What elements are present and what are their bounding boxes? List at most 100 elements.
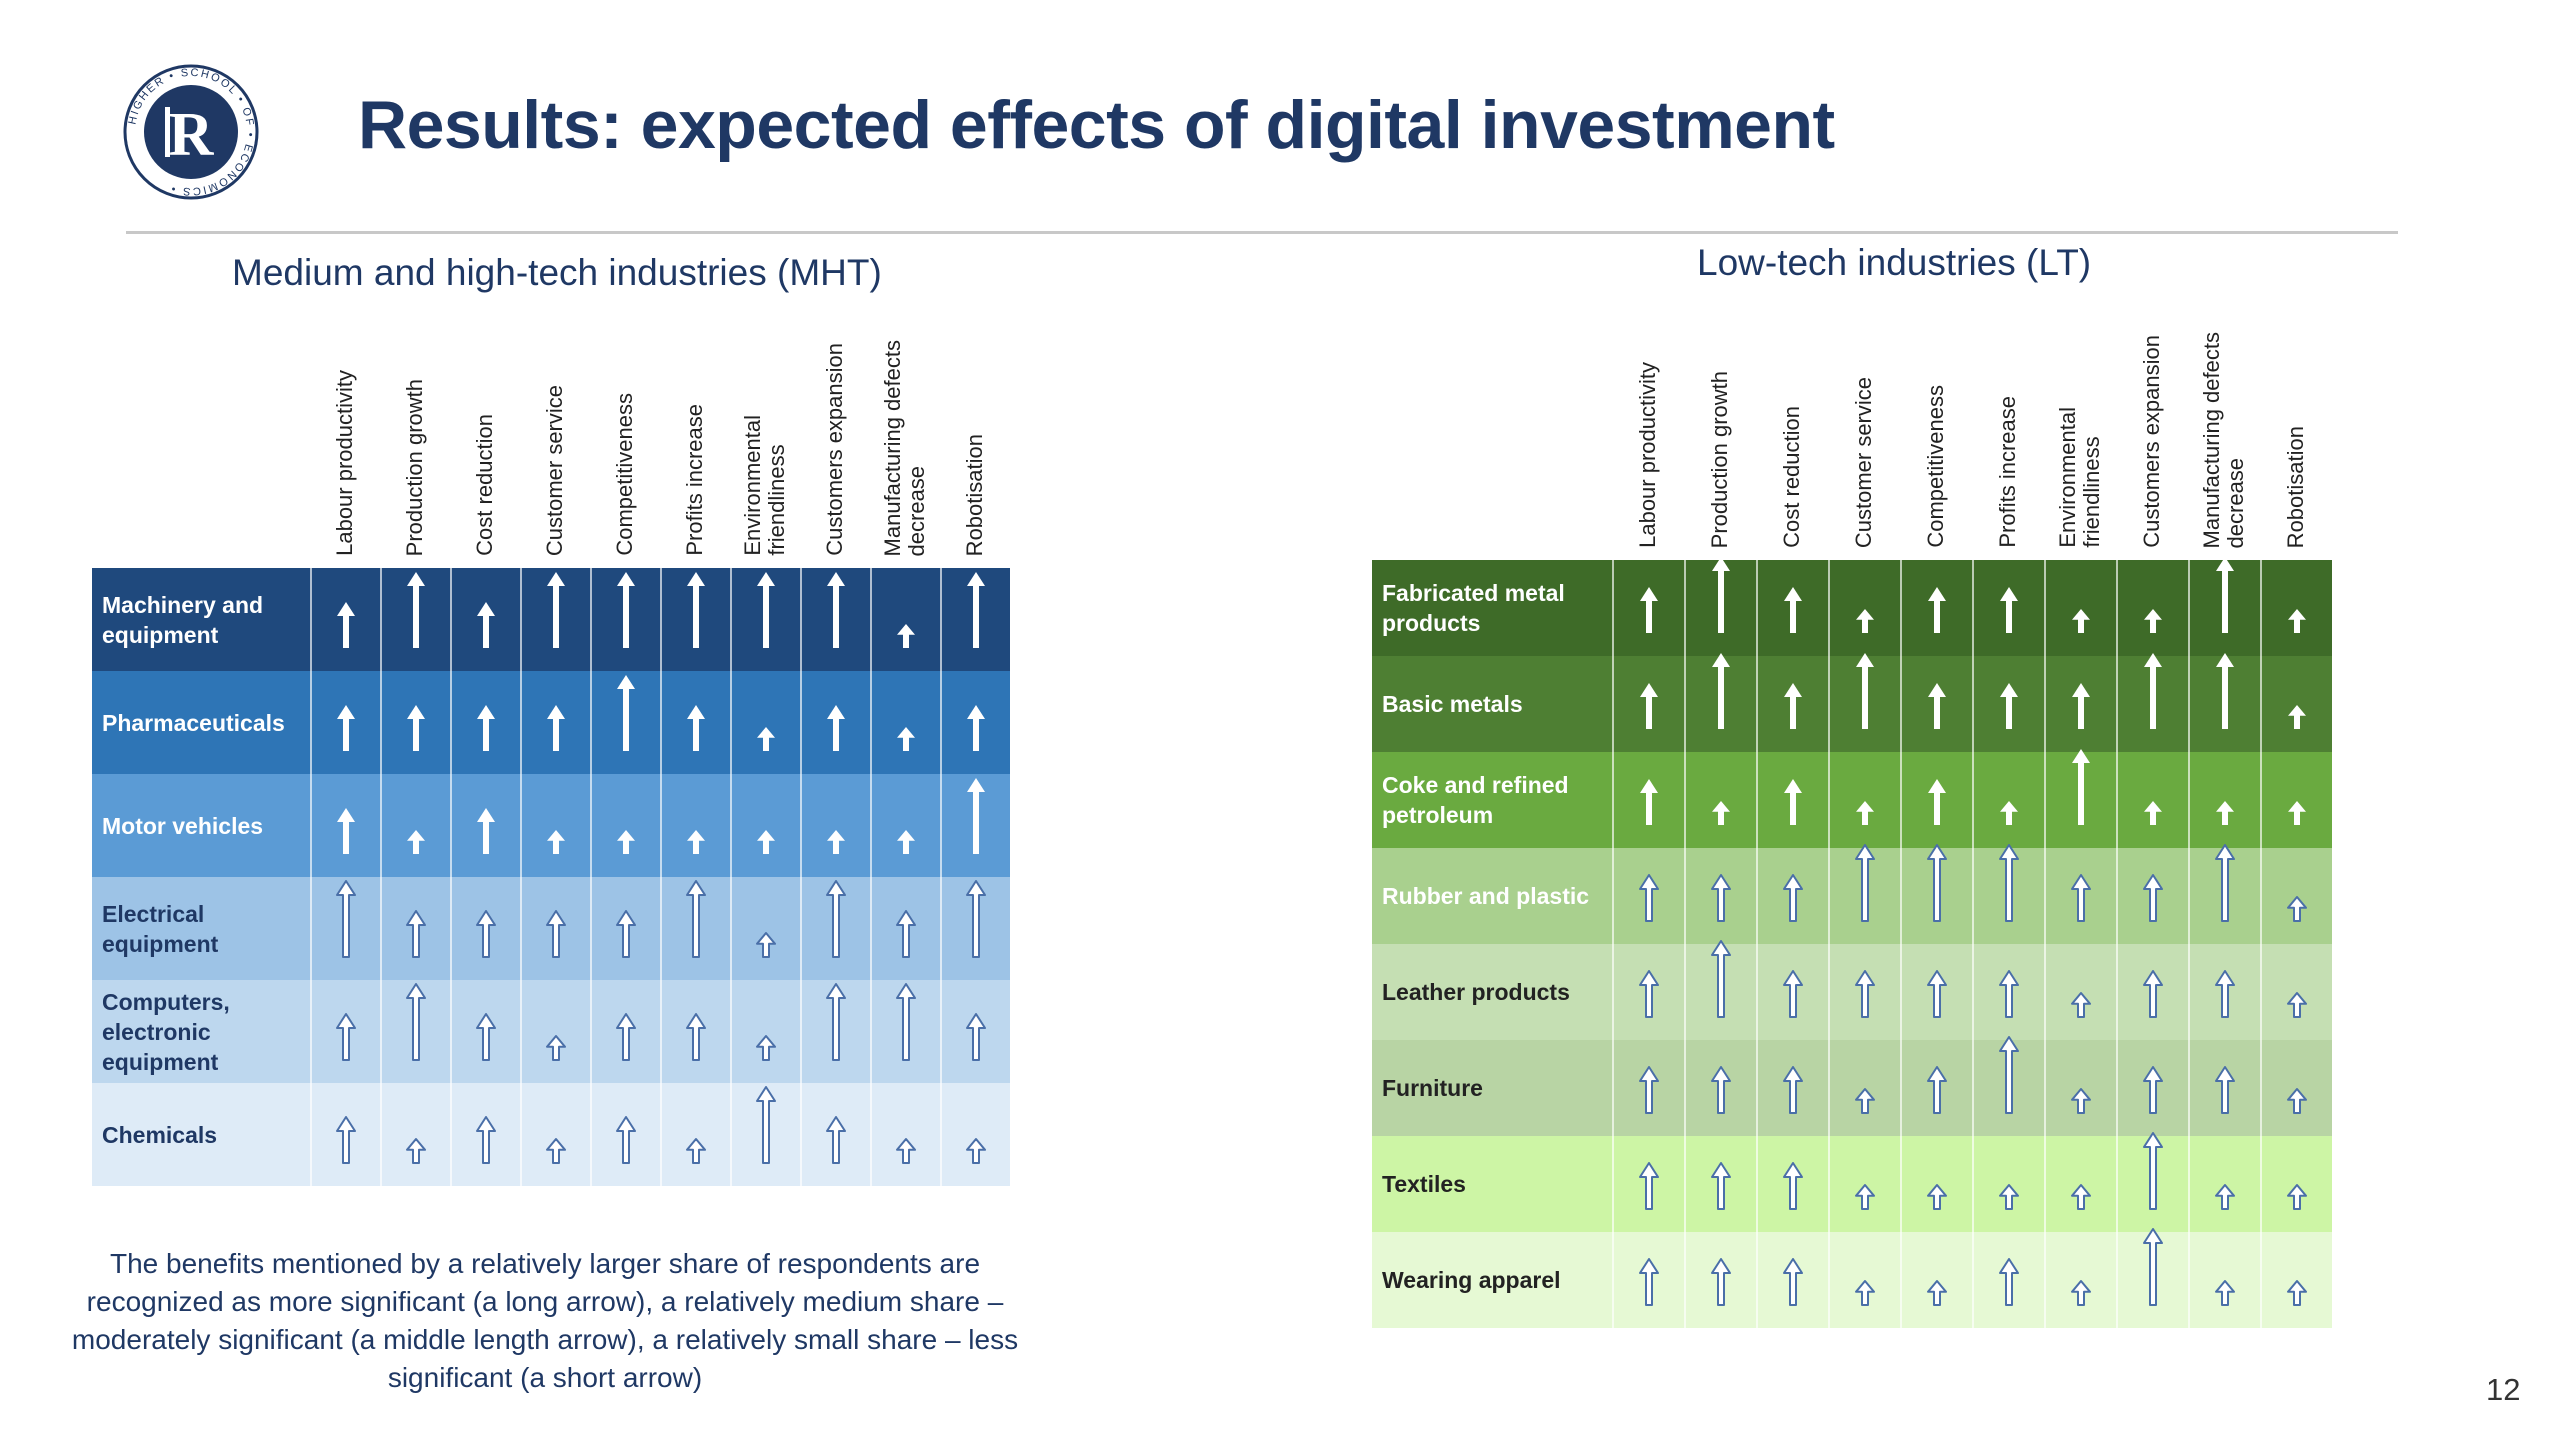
row-label: Fabricated metal products: [1382, 580, 1565, 636]
effect-cell: [1756, 752, 1828, 848]
effect-cell: [2188, 1040, 2260, 1136]
arrow-icon: [2000, 683, 2018, 729]
effect-cell: [450, 774, 520, 877]
arrow-icon: [616, 910, 636, 958]
effect-cell: [1900, 944, 1972, 1040]
arrow-icon: [477, 705, 495, 751]
effect-cell: [450, 568, 520, 671]
effect-cell: [520, 1083, 590, 1186]
arrow-icon: [547, 705, 565, 751]
arrow-icon: [617, 675, 635, 751]
arrow-icon: [827, 830, 845, 854]
arrow-icon: [826, 983, 846, 1061]
arrow-icon: [2071, 1280, 2091, 1306]
row-label: Rubber and plastic: [1382, 883, 1590, 909]
effect-cell: [870, 980, 940, 1083]
effect-cell: [2044, 1040, 2116, 1136]
arrow-icon: [406, 1138, 426, 1164]
effect-cell: [520, 568, 590, 671]
arrow-icon: [1784, 779, 1802, 825]
effect-cell: [1684, 1232, 1756, 1328]
arrow-icon: [966, 1138, 986, 1164]
arrow-icon: [407, 830, 425, 854]
arrow-icon: [1855, 844, 1875, 922]
arrow-icon: [1999, 1036, 2019, 1114]
arrow-icon: [967, 572, 985, 648]
column-header: Robotisation: [2283, 425, 2308, 548]
effect-cell: [1972, 656, 2044, 752]
effect-cell: [2188, 752, 2260, 848]
effect-cell: [940, 980, 1010, 1083]
arrow-icon: [2071, 992, 2091, 1018]
arrow-icon: [1639, 1066, 1659, 1114]
column-header: Manufacturing defects decrease: [880, 339, 929, 556]
effect-cell: [310, 774, 380, 877]
column-header: Customer service: [1851, 376, 1876, 548]
arrow-icon: [1639, 970, 1659, 1018]
arrow-icon: [1927, 1066, 1947, 1114]
arrow-icon: [1783, 874, 1803, 922]
effect-cell: [870, 568, 940, 671]
effect-cell: [2260, 560, 2332, 656]
arrow-icon: [1927, 970, 1947, 1018]
effect-cell: [660, 1083, 730, 1186]
effect-cell: [450, 980, 520, 1083]
effect-cell: [2260, 944, 2332, 1040]
effect-cell: [1612, 560, 1684, 656]
row-label: Coke and refined petroleum: [1382, 772, 1569, 828]
column-header: Production growth: [1707, 370, 1732, 548]
arrow-icon: [1711, 874, 1731, 922]
arrow-icon: [1783, 1066, 1803, 1114]
effect-cell: [1828, 944, 1900, 1040]
arrow-icon: [1712, 801, 1730, 825]
arrow-icon: [1855, 1280, 1875, 1306]
arrow-icon: [1856, 609, 1874, 633]
column-header: Competitiveness: [1923, 385, 1948, 548]
effect-cell: [590, 671, 660, 774]
arrow-icon: [616, 1013, 636, 1061]
effect-cell: [1756, 560, 1828, 656]
arrow-icon: [547, 572, 565, 648]
arrow-icon: [2215, 1280, 2235, 1306]
arrow-icon: [897, 624, 915, 648]
effect-cell: [1900, 752, 1972, 848]
effect-cell: [1828, 844, 1900, 944]
table-row: Furniture: [1372, 1036, 2332, 1136]
arrow-icon: [2143, 970, 2163, 1018]
row-label: Leather products: [1382, 979, 1570, 1005]
effect-cell: [1684, 557, 1756, 656]
effect-cell: [730, 568, 800, 671]
arrow-icon: [2143, 1228, 2163, 1306]
arrow-icon: [2144, 609, 2162, 633]
table-row: Machinery and equipment: [92, 568, 1010, 671]
effect-cell: [2188, 1136, 2260, 1232]
arrow-icon: [406, 983, 426, 1061]
table-row: Textiles: [1372, 1132, 2332, 1232]
page-number: 12: [2486, 1372, 2521, 1407]
table-row: Wearing apparel: [1372, 1228, 2332, 1328]
effect-cell: [310, 671, 380, 774]
effect-cell: [450, 877, 520, 980]
effect-cell: [730, 671, 800, 774]
table-row: Pharmaceuticals: [92, 671, 1010, 774]
column-header: Customers expansion: [2139, 335, 2164, 548]
arrow-icon: [896, 910, 916, 958]
effect-cell: [2116, 560, 2188, 656]
effect-cell: [1756, 1040, 1828, 1136]
effect-cell: [380, 877, 450, 980]
effect-cell: [2260, 1040, 2332, 1136]
arrow-icon: [2287, 1280, 2307, 1306]
arrow-icon: [897, 727, 915, 751]
effect-cell: [520, 980, 590, 1083]
effect-cell: [2116, 1132, 2188, 1232]
table-row: Basic metals: [1372, 653, 2332, 752]
table-row: Leather products: [1372, 940, 2332, 1040]
effect-cell: [1900, 1136, 1972, 1232]
arrow-icon: [1999, 844, 2019, 922]
arrow-icon: [2071, 1088, 2091, 1114]
arrow-icon: [1711, 1162, 1731, 1210]
table-row: Electrical equipment: [92, 877, 1010, 980]
arrow-icon: [476, 1116, 496, 1164]
effect-cell: [2188, 1232, 2260, 1328]
arrow-icon: [1783, 1162, 1803, 1210]
